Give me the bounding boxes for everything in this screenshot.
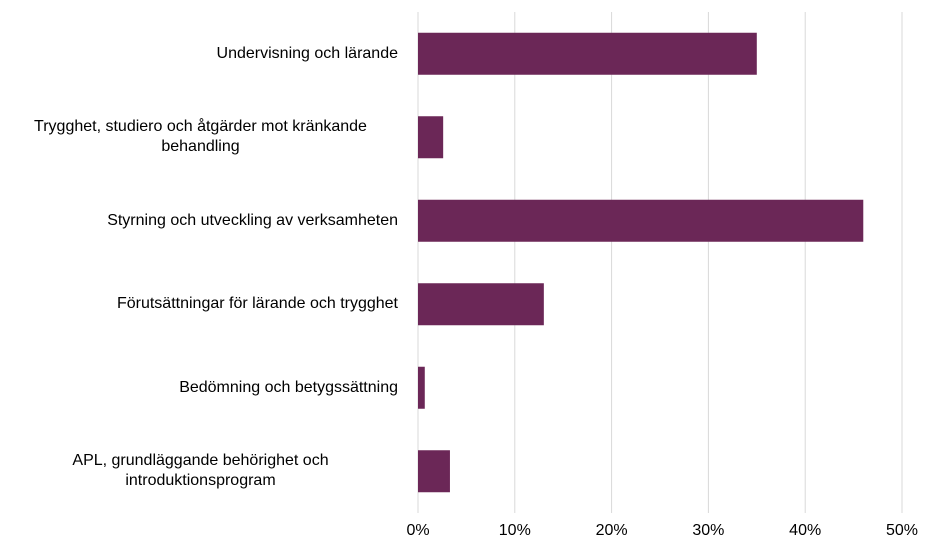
x-tick-label: 10% <box>499 522 531 539</box>
y-tick-label-box: Undervisning och lärande <box>3 44 398 64</box>
y-tick-label-box: APL, grundläggande behörighet och introd… <box>3 451 398 491</box>
y-tick-label: Styrning och utveckling av verksamheten <box>107 211 398 229</box>
y-tick-label-box: Förutsättningar för lärande och trygghet <box>3 294 398 314</box>
x-tick-label: 20% <box>596 522 628 539</box>
x-tick-label: 30% <box>692 522 724 539</box>
x-tick-label: 40% <box>789 522 821 539</box>
bar <box>418 366 425 409</box>
x-tick-label: 50% <box>886 522 918 539</box>
y-tick-label: Bedömning och betygssättning <box>179 378 398 396</box>
bar <box>418 116 444 159</box>
bar <box>418 450 450 493</box>
y-tick-label-box: Styrning och utveckling av verksamheten <box>3 211 398 231</box>
bar <box>418 283 544 326</box>
y-tick-label-box: Bedömning och betygssättning <box>3 378 398 398</box>
y-tick-label: APL, grundläggande behörighet och introd… <box>72 452 329 490</box>
y-tick-label-box: Trygghet, studiero och åtgärder mot krän… <box>3 117 398 157</box>
y-tick-label: Undervisning och lärande <box>216 44 398 62</box>
bar <box>418 32 757 75</box>
x-tick-label: 0% <box>406 522 429 539</box>
y-tick-label: Trygghet, studiero och åtgärder mot krän… <box>34 118 367 156</box>
bar <box>418 199 864 242</box>
y-tick-label: Förutsättningar för lärande och trygghet <box>116 295 398 313</box>
